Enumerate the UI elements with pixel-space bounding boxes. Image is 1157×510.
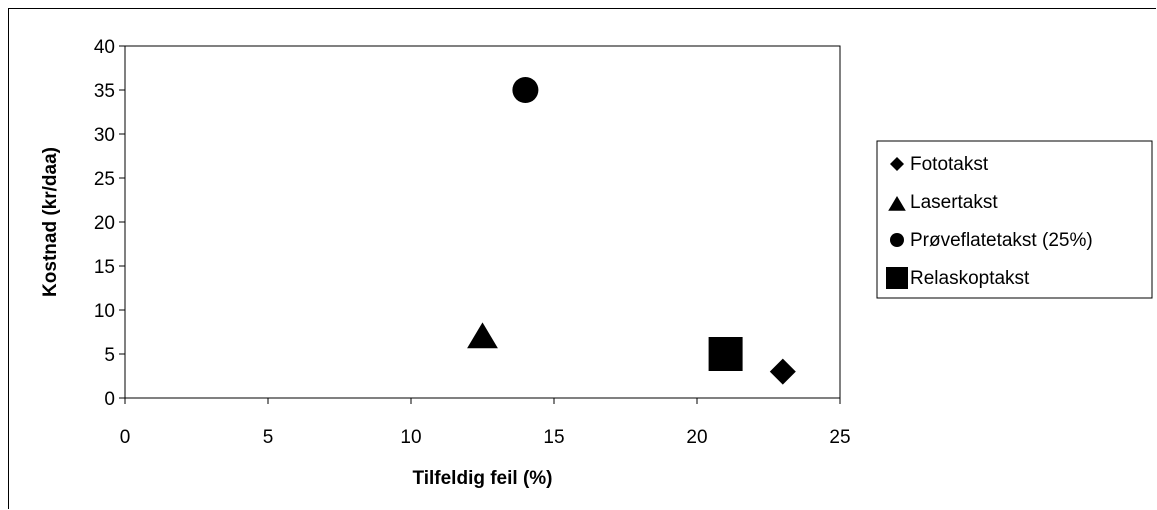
x-tick-label: 25: [829, 427, 850, 448]
legend-marker-square: [886, 267, 908, 289]
legend-box: [876, 140, 1153, 299]
legend-label: Fototakst: [910, 154, 989, 175]
x-tick-label: 15: [543, 427, 564, 448]
y-tick-label: 15: [94, 257, 115, 278]
y-tick-label: 20: [94, 213, 115, 234]
chart-frame: [8, 8, 1156, 509]
legend-label: Lasertakst: [910, 192, 998, 213]
y-tick-label: 0: [104, 389, 115, 410]
x-axis-title: Tilfeldig feil (%): [412, 468, 552, 489]
y-tick-label: 5: [104, 345, 115, 366]
data-points: [467, 77, 796, 385]
y-tick-label: 35: [94, 81, 115, 102]
y-tick-label: 30: [94, 125, 115, 146]
legend-marker-triangle: [888, 196, 906, 211]
x-tick-label: 10: [400, 427, 421, 448]
legend-marker-circle: [890, 233, 904, 247]
data-point-diamond: [769, 358, 796, 385]
y-axis-title: Kostnad (kr/daa): [40, 147, 61, 297]
x-tick-label: 5: [263, 427, 274, 448]
data-point-triangle: [467, 322, 498, 349]
legend: Fototakst Lasertakst Prøveflatetakst (25%)…: [876, 140, 1153, 299]
data-point-square: [708, 337, 743, 371]
axis-ticks: 0 5 10 15 20 25 30 35 40 0 5 10 15 20 25: [94, 37, 851, 448]
x-tick-label: 0: [120, 427, 131, 448]
legend-label: Prøveflatetakst (25%): [910, 230, 1093, 251]
data-point-circle: [512, 77, 539, 103]
legend-label: Relaskoptakst: [910, 268, 1030, 289]
x-tick-label: 20: [686, 427, 707, 448]
y-tick-label: 40: [94, 37, 115, 58]
y-tick-label: 25: [94, 169, 115, 190]
y-tick-label: 10: [94, 301, 115, 322]
legend-marker-diamond: [890, 157, 904, 171]
